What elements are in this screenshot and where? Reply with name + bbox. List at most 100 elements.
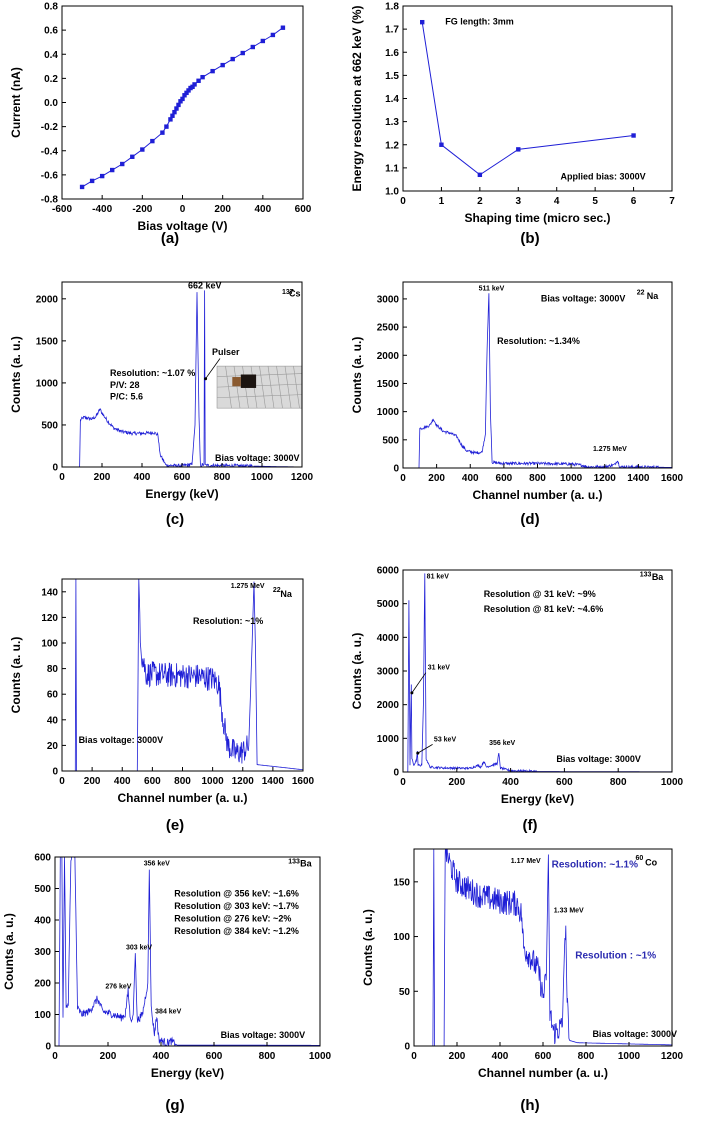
y-tick-label: 1.5 (385, 71, 399, 82)
data-point (220, 62, 225, 68)
x-tick-label: 600 (144, 776, 161, 787)
annotation: 1.33 MeV (554, 907, 584, 914)
chart-panel-e: 0 200 400 600 800 1000 1200 1400 1600 0 20 40 60 80 10… (9, 578, 315, 834)
detector-crystal (240, 374, 257, 388)
y-tick-label: 1000 (36, 378, 59, 389)
x-tick-label: 400 (153, 1051, 170, 1062)
data-point (210, 68, 215, 74)
data-point (172, 109, 177, 115)
annotation: 356 keV (144, 861, 170, 868)
y-tick-label: 2500 (377, 323, 400, 334)
plot-frame (54, 856, 321, 1047)
y-tick-label: 5000 (377, 599, 400, 610)
data-point (140, 147, 145, 152)
arrow-head (204, 377, 208, 381)
annotation: 81 keV (427, 573, 450, 580)
annotation: Resolution: ~1.07 % (110, 368, 195, 378)
panel-label: (f) (523, 817, 538, 834)
x-tick-label: 1600 (292, 776, 315, 787)
y-tick-label: 0.4 (44, 50, 58, 61)
panel-label: (c) (166, 511, 184, 528)
data-point (176, 102, 181, 108)
x-tick-label: 600 (206, 1051, 223, 1062)
y-tick-label: -0.4 (41, 146, 59, 157)
annotation: Bias voltage: 3000V (556, 754, 641, 764)
arrow-head (416, 751, 420, 755)
panel-label: (a) (161, 230, 179, 247)
x-tick-label: 200 (94, 472, 111, 483)
y-axis-label: Counts (a. u.) (361, 909, 375, 986)
annotation: 133 (640, 572, 652, 579)
y-tick-label: 140 (41, 587, 58, 598)
data-point (230, 56, 235, 62)
data-point (196, 78, 201, 83)
x-tick-label: 1200 (291, 472, 314, 483)
annotation: Resolution @ 276 keV: ~2% (174, 914, 291, 924)
x-tick-label: 1000 (618, 1051, 641, 1062)
y-tick-label: 2000 (377, 351, 400, 362)
plot-frame (402, 281, 673, 469)
data-point (420, 19, 425, 25)
y-tick-label: 50 (399, 987, 411, 998)
x-tick-label: 800 (214, 472, 231, 483)
data-point (174, 106, 179, 111)
x-tick-label: 600 (174, 472, 191, 483)
y-tick-label: 80 (47, 664, 59, 675)
annotation: 22 (637, 289, 645, 296)
y-tick-label: 400 (34, 916, 51, 927)
plot-frame (402, 5, 673, 192)
series-line (421, 22, 634, 176)
y-tick-label: 1.3 (385, 117, 399, 128)
chart-panel-f: 0 200 400 600 800 1000 0 1000 2000 3000 4000 5000 60… (350, 566, 684, 835)
chart-panel-c: 0 200 400 600 800 1000 1200 0 500 1000 1500 2000 Ene… (9, 281, 314, 528)
data-point (250, 44, 255, 50)
y-tick-label: 1.6 (385, 48, 399, 59)
panel-label: (b) (520, 230, 539, 247)
data-point (99, 173, 105, 179)
y-tick-label: 4000 (377, 633, 400, 644)
y-tick-label: 0.0 (44, 98, 58, 109)
x-tick-label: 200 (428, 473, 445, 484)
x-tick-label: 3 (516, 196, 522, 207)
data-point (89, 178, 95, 184)
y-tick-label: 0.2 (44, 74, 58, 85)
data-point (631, 133, 636, 138)
x-tick-label: 0 (180, 204, 186, 215)
annotation: FG length: 3mm (445, 17, 514, 27)
y-axis-label: Counts (a. u.) (350, 337, 364, 414)
data-point (130, 154, 135, 159)
annotation: Resolution @ 81 keV: ~4.6% (484, 604, 604, 614)
x-tick-label: 1600 (661, 473, 684, 484)
spectrum-trace (58, 857, 320, 1046)
y-tick-label: 1000 (377, 734, 400, 745)
annotation: Resolution @ 356 keV: ~1.6% (174, 888, 299, 898)
x-tick-label: 0 (400, 777, 406, 788)
y-tick-label: 100 (34, 1010, 51, 1021)
x-tick-label: 800 (529, 473, 546, 484)
x-tick-label: 4 (554, 196, 560, 207)
data-point (260, 38, 266, 44)
series-line (81, 27, 284, 188)
data-point (110, 167, 115, 173)
x-tick-label: 400 (114, 776, 131, 787)
spectrum-trace (79, 290, 302, 467)
y-tick-label: 120 (41, 613, 58, 624)
y-tick-label: 40 (47, 715, 59, 726)
annotation-arrow (417, 744, 433, 754)
data-point (168, 117, 173, 122)
annotation: Resolution @ 31 keV: ~9% (484, 589, 596, 599)
y-tick-label: 0 (52, 767, 58, 778)
x-tick-label: 0 (400, 196, 406, 207)
data-point (190, 84, 195, 90)
y-axis-label: Counts (a. u.) (350, 633, 364, 710)
x-tick-label: 200 (100, 1051, 117, 1062)
x-tick-label: 800 (578, 1051, 595, 1062)
x-tick-label: 400 (462, 473, 479, 484)
annotation: P/C: 5.6 (110, 392, 143, 402)
x-tick-label: 400 (254, 204, 271, 215)
x-tick-label: 5 (592, 196, 598, 207)
annotation-arrow (205, 358, 221, 379)
data-point (270, 32, 276, 38)
data-point (180, 96, 185, 102)
data-point (186, 88, 191, 93)
